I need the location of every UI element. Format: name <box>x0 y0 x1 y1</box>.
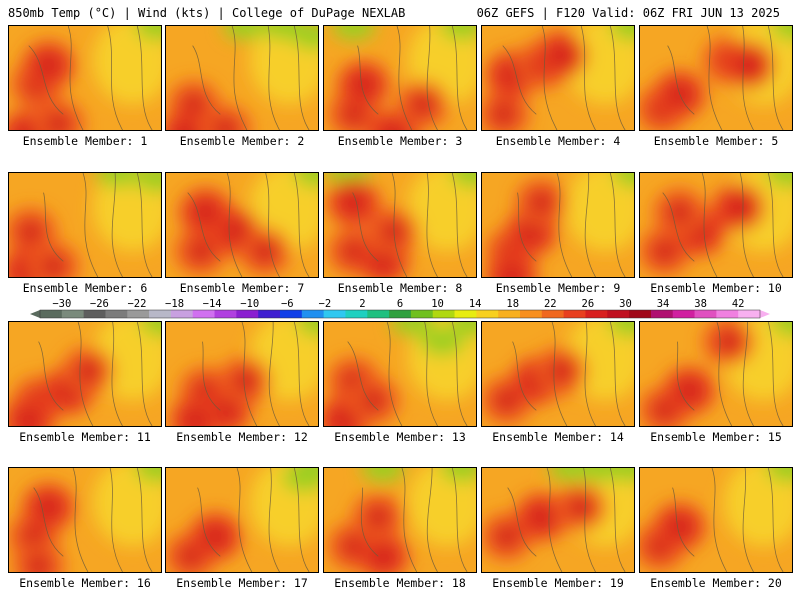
colorbar-swatch <box>454 310 477 318</box>
panel-label: Ensemble Member: 9 <box>495 281 621 295</box>
colorbar-swatch <box>410 310 434 318</box>
colorbar-right-arrow <box>760 310 770 318</box>
colorbar-swatch <box>214 310 237 318</box>
colorbar-tick-label: −22 <box>127 298 146 310</box>
colorbar-swatch <box>192 310 216 318</box>
colorbar-swatch <box>389 310 412 318</box>
colorbar-swatch <box>738 310 761 318</box>
colorbar-swatch <box>170 310 194 318</box>
colorbar-tick-label: 34 <box>657 298 670 310</box>
ensemble-map-panel <box>639 25 793 131</box>
colorbar-swatch <box>585 310 608 318</box>
run-valid-time: 06Z GEFS | F120 Valid: 06Z FRI JUN 13 20… <box>476 6 780 20</box>
panel-label: Ensemble Member: 18 <box>334 576 466 590</box>
panel-label: Ensemble Member: 15 <box>650 430 782 444</box>
temperature-colorbar: −30 −26 −22 −18 −14 −10 −6 −2 2 6 10 14 18 22 26 30 34 38… <box>30 298 770 319</box>
colorbar-tick-label: −14 <box>203 298 222 310</box>
colorbar-tick-label: 26 <box>582 298 595 310</box>
colorbar-tick-label: 38 <box>694 298 707 310</box>
ensemble-map-panel <box>8 25 162 131</box>
ensemble-map-panel <box>8 172 162 278</box>
panel-label: Ensemble Member: 5 <box>653 134 779 148</box>
colorbar-swatch <box>432 310 456 318</box>
colorbar-swatch <box>149 310 172 318</box>
colorbar-swatch <box>716 310 739 318</box>
colorbar-swatch <box>563 310 586 318</box>
colorbar-tick-label: −18 <box>165 298 184 310</box>
colorbar-swatch <box>105 310 128 318</box>
colorbar-swatch <box>127 310 150 318</box>
colorbar-swatch <box>650 310 674 318</box>
ensemble-map-panel <box>481 172 635 278</box>
ensemble-map-panel <box>323 172 477 278</box>
map-title: 850mb Temp (°C) | Wind (kts) | College o… <box>8 6 406 20</box>
panel-label: Ensemble Member: 1 <box>22 134 148 148</box>
colorbar-swatch <box>61 310 85 318</box>
ensemble-map-panel <box>481 467 635 573</box>
panel-label: Ensemble Member: 20 <box>650 576 782 590</box>
colorbar-tick-label: −30 <box>52 298 71 310</box>
ensemble-map-panel <box>8 467 162 573</box>
panel-label: Ensemble Member: 12 <box>176 430 308 444</box>
colorbar-swatch <box>672 310 696 318</box>
ensemble-map-panel <box>639 172 793 278</box>
panel-label: Ensemble Member: 11 <box>19 430 151 444</box>
colorbar-swatch <box>323 310 346 318</box>
colorbar-tick-label: 18 <box>506 298 519 310</box>
ensemble-map-panel <box>639 321 793 427</box>
colorbar-swatch <box>83 310 106 318</box>
colorbar-swatch <box>40 310 63 318</box>
colorbar-tick-label: 30 <box>619 298 632 310</box>
panel-label: Ensemble Member: 8 <box>337 281 463 295</box>
ensemble-map-panel <box>165 467 319 573</box>
colorbar-swatch <box>607 310 630 318</box>
ensemble-map-panel <box>323 25 477 131</box>
ensemble-map-panel <box>165 25 319 131</box>
panel-label: Ensemble Member: 4 <box>495 134 621 148</box>
colorbar-swatch <box>280 310 303 318</box>
colorbar-swatch <box>541 310 565 318</box>
panel-label: Ensemble Member: 2 <box>179 134 305 148</box>
colorbar-tick-label: 42 <box>732 298 745 310</box>
colorbar-tick-label: −2 <box>319 298 332 310</box>
ensemble-map-panel <box>639 467 793 573</box>
colorbar-swatch <box>258 310 281 318</box>
panel-label: Ensemble Member: 13 <box>334 430 466 444</box>
ensemble-map-panel <box>481 25 635 131</box>
panel-label: Ensemble Member: 17 <box>176 576 308 590</box>
colorbar-tick-label: 6 <box>397 298 403 310</box>
colorbar-tick-label: −26 <box>90 298 109 310</box>
colorbar-swatch <box>694 310 717 318</box>
colorbar-tick-label: −6 <box>281 298 294 310</box>
colorbar-tick-label: 2 <box>359 298 365 310</box>
ensemble-map-panel <box>165 321 319 427</box>
panel-label: Ensemble Member: 3 <box>337 134 463 148</box>
colorbar-swatch <box>345 310 368 318</box>
panel-label: Ensemble Member: 7 <box>179 281 305 295</box>
ensemble-map-panel <box>323 321 477 427</box>
panel-label: Ensemble Member: 19 <box>492 576 624 590</box>
colorbar-swatch <box>498 310 521 318</box>
colorbar-tick-label: 22 <box>544 298 557 310</box>
panel-label: Ensemble Member: 16 <box>19 576 151 590</box>
colorbar-swatch <box>236 310 259 318</box>
colorbar-swatch <box>520 310 543 318</box>
ensemble-map-panel <box>481 321 635 427</box>
ensemble-map-panel <box>323 467 477 573</box>
colorbar-tick-label: −10 <box>240 298 259 310</box>
colorbar-swatch <box>301 310 325 318</box>
colorbar-tick-label: 14 <box>469 298 482 310</box>
colorbar-tick-label: 10 <box>431 298 444 310</box>
colorbar-swatch <box>629 310 652 318</box>
panel-label: Ensemble Member: 10 <box>650 281 782 295</box>
panel-label: Ensemble Member: 6 <box>22 281 148 295</box>
colorbar-swatch <box>476 310 499 318</box>
colorbar-left-arrow <box>30 310 40 318</box>
colorbar-swatch <box>367 310 390 318</box>
panel-label: Ensemble Member: 14 <box>492 430 624 444</box>
ensemble-map-panel <box>8 321 162 427</box>
ensemble-map-panel <box>165 172 319 278</box>
